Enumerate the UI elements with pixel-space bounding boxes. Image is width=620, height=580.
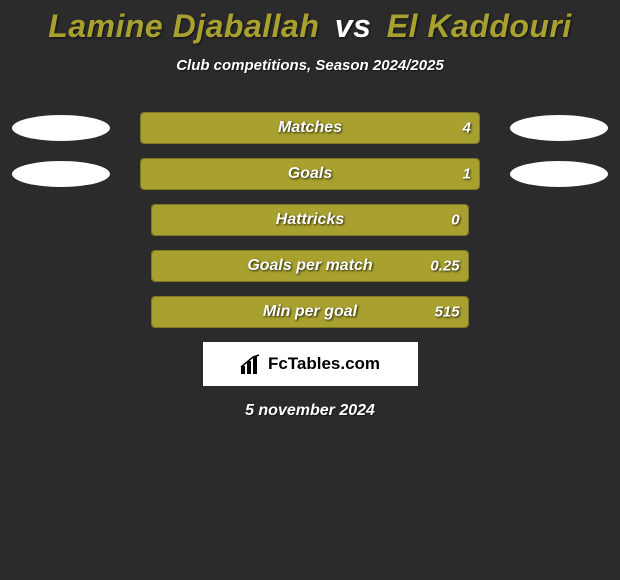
stat-label: Hattricks	[276, 211, 344, 229]
stat-bar: Min per goal 515	[151, 296, 468, 328]
spacer	[499, 253, 590, 279]
spacer	[499, 207, 590, 233]
stat-row: Matches 4	[0, 112, 620, 144]
stat-row: Hattricks 0	[0, 204, 620, 236]
stat-row: Goals per match 0.25	[0, 250, 620, 282]
stat-label: Min per goal	[263, 303, 357, 321]
stat-row: Min per goal 515	[0, 296, 620, 328]
brand-text: FcTables.com	[268, 354, 380, 374]
stat-row: Goals 1	[0, 158, 620, 190]
player2-marker	[510, 115, 608, 141]
player2-marker	[510, 161, 608, 187]
stat-bar: Goals per match 0.25	[151, 250, 468, 282]
brand-box: FcTables.com	[203, 342, 418, 386]
stat-label: Goals	[288, 165, 332, 183]
title: Lamine Djaballah vs El Kaddouri	[0, 0, 620, 45]
subtitle: Club competitions, Season 2024/2025	[0, 57, 620, 74]
stat-rows: Matches 4 Goals 1 Hattricks 0 Goals per match 0…	[0, 112, 620, 328]
player2-name: El Kaddouri	[387, 8, 572, 44]
player1-marker	[12, 115, 110, 141]
player1-name: Lamine Djaballah	[48, 8, 319, 44]
stat-value: 515	[435, 304, 460, 321]
vs-text: vs	[335, 8, 372, 44]
stat-value: 0	[451, 212, 459, 229]
spacer	[30, 253, 121, 279]
stat-bar: Goals 1	[140, 158, 480, 190]
player1-marker	[12, 161, 110, 187]
spacer	[30, 207, 121, 233]
spacer	[30, 299, 121, 325]
brand-bars-icon	[240, 354, 262, 374]
stat-value: 1	[463, 166, 471, 183]
date-text: 5 november 2024	[0, 402, 620, 420]
stat-bar: Hattricks 0	[151, 204, 468, 236]
stat-bar: Matches 4	[140, 112, 480, 144]
stat-value: 4	[463, 120, 471, 137]
comparison-card: Lamine Djaballah vs El Kaddouri Club com…	[0, 0, 620, 580]
stat-value: 0.25	[430, 258, 459, 275]
stat-label: Goals per match	[247, 257, 372, 275]
spacer	[499, 299, 590, 325]
stat-label: Matches	[278, 119, 342, 137]
